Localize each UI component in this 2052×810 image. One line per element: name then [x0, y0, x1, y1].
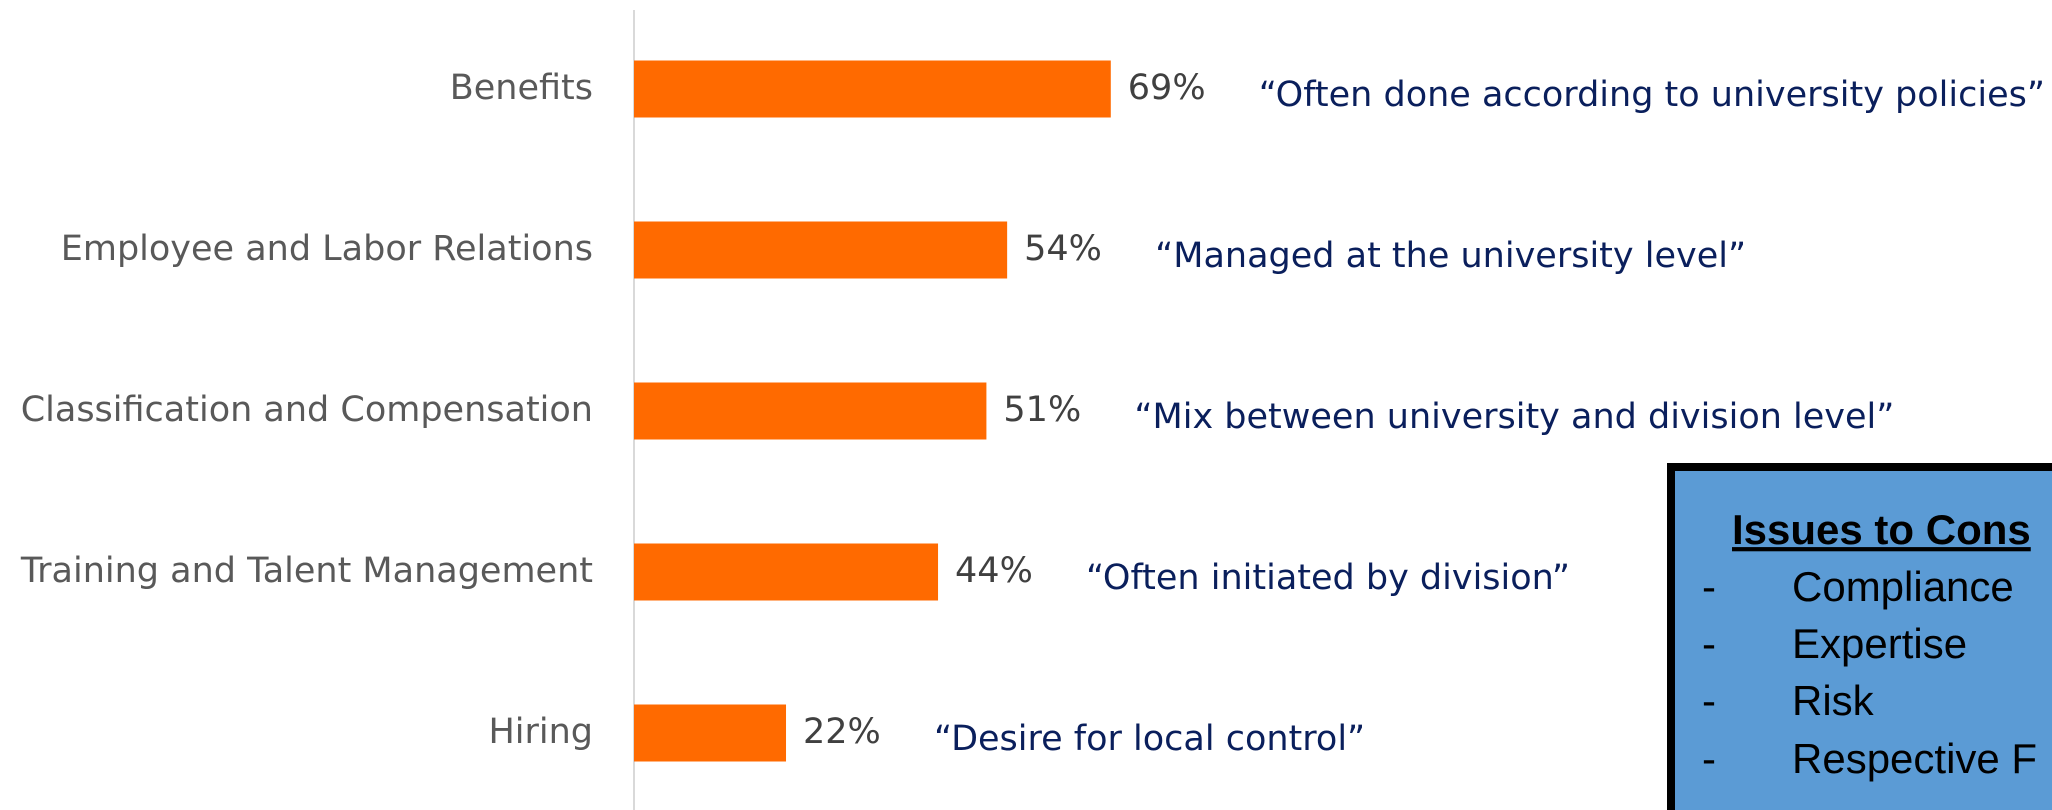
bar [634, 543, 939, 601]
category-label: Classification and Compensation [21, 390, 593, 430]
annotation: “Often initiated by division” [1086, 558, 1570, 598]
callout-item: Compliance [1792, 563, 2014, 610]
callout-item: Expertise [1792, 620, 1967, 667]
annotation: “Desire for local control” [934, 719, 1365, 759]
callout-dash: - [1702, 677, 1716, 724]
value-label: 51% [1003, 390, 1081, 430]
bar [634, 382, 987, 440]
category-label: Training and Talent Management [20, 551, 593, 591]
callout-dash: - [1702, 620, 1716, 667]
value-label: 44% [955, 551, 1033, 591]
annotation: “Often done according to university poli… [1259, 75, 2045, 115]
callout-item: Respective F [1792, 735, 2037, 782]
annotation: “Mix between university and division lev… [1134, 397, 1894, 437]
category-label: Hiring [488, 712, 593, 752]
value-label: 22% [803, 712, 881, 752]
value-label: 54% [1024, 229, 1102, 269]
callout-item: Risk [1792, 677, 1875, 724]
value-label: 69% [1128, 68, 1206, 108]
callout-title: Issues to Cons [1732, 506, 2031, 553]
callout-dash: - [1702, 735, 1716, 782]
bar [634, 60, 1111, 118]
bar [634, 704, 787, 762]
annotation: “Managed at the university level” [1155, 236, 1746, 276]
callout-box [1667, 463, 2052, 810]
callout-dash: - [1702, 563, 1716, 610]
category-label: Employee and Labor Relations [61, 229, 593, 269]
category-label: Benefits [450, 68, 593, 108]
bar [634, 221, 1008, 279]
